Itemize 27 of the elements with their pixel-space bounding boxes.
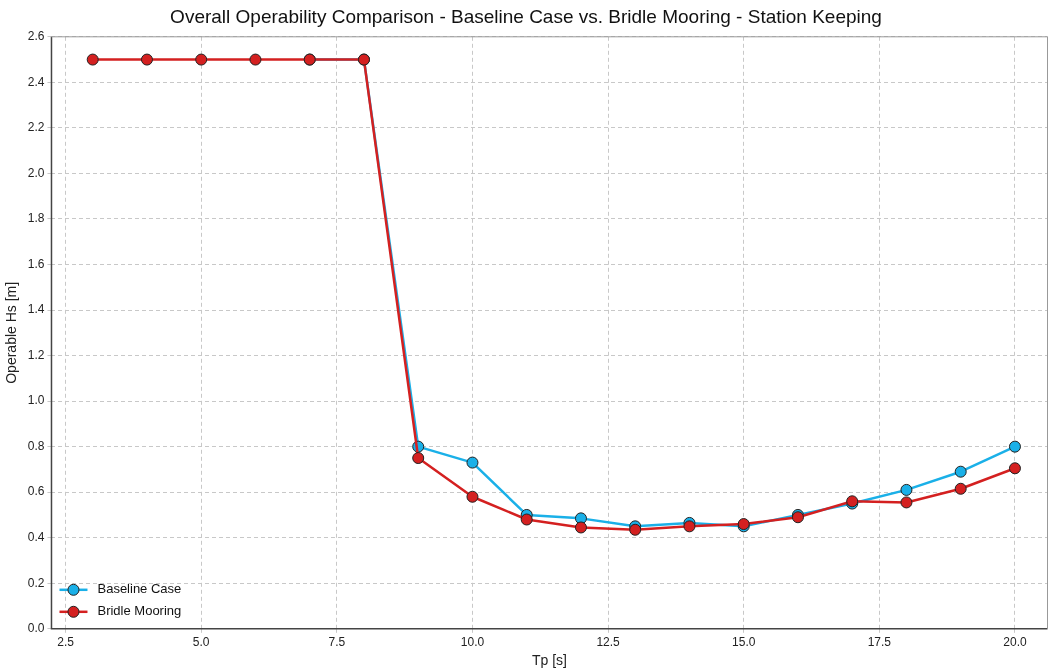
- x-tick-label: 7.5: [328, 635, 346, 650]
- chart-title: Overall Operability Comparison - Baseline Case vs. Bridle Mooring - Station Keeping: [170, 5, 882, 27]
- x-tick-label: 15.0: [732, 635, 756, 650]
- y-tick-label: 1.8: [27, 211, 45, 226]
- y-tick-label: 0.4: [27, 530, 45, 545]
- y-tick-label: 2.0: [27, 165, 45, 180]
- y-tick-label: 1.2: [27, 347, 45, 362]
- y-tick-label: 2.2: [27, 120, 45, 135]
- x-tick-label: 17.5: [867, 635, 892, 650]
- legend-label: Baseline Case: [97, 581, 182, 597]
- y-tick-label: 1.6: [27, 256, 45, 271]
- y-axis-title: Operable Hs [m]: [3, 281, 20, 384]
- y-tick-label: 1.0: [27, 393, 45, 408]
- y-tick-label: 1.4: [27, 302, 45, 317]
- x-tick-label: 12.5: [596, 635, 621, 650]
- x-tick-label: 5.0: [192, 635, 210, 650]
- x-tick-label: 2.5: [57, 635, 75, 650]
- y-tick-label: 2.4: [27, 74, 45, 89]
- x-axis-title: Tp [s]: [531, 652, 567, 669]
- legend-label: Bridle Mooring: [97, 603, 182, 619]
- x-tick-label: 20.0: [1003, 635, 1027, 650]
- y-tick-label: 0.0: [27, 621, 45, 636]
- y-tick-label: 0.2: [27, 575, 45, 590]
- x-tick-label: 10.0: [460, 635, 485, 650]
- y-tick-label: 0.6: [27, 484, 45, 499]
- y-tick-label: 0.8: [27, 438, 45, 453]
- y-tick-label: 2.6: [27, 29, 45, 44]
